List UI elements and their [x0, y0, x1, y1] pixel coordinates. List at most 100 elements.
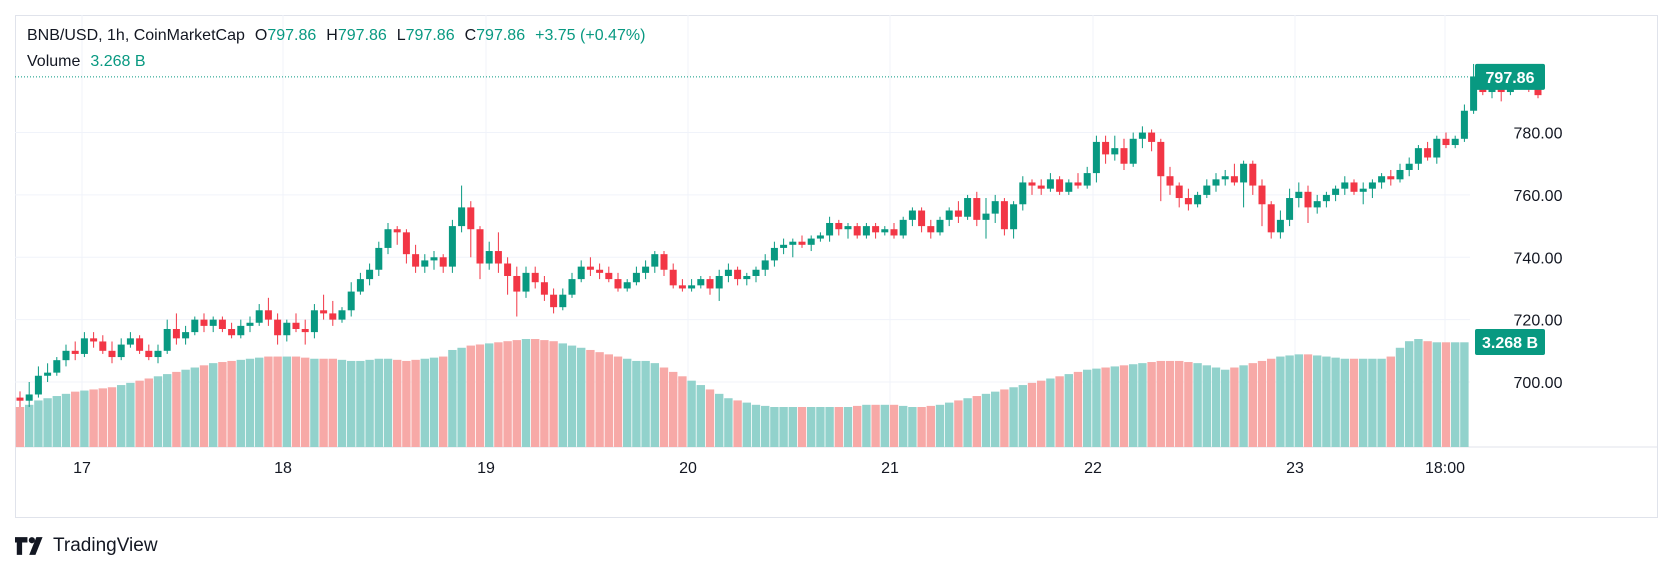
- high-value: 797.86: [337, 27, 387, 44]
- candle-body: [320, 310, 328, 314]
- candle-body: [439, 257, 447, 267]
- volume-bar: [1156, 360, 1165, 447]
- candle-body: [697, 279, 705, 286]
- volume-bar: [190, 367, 199, 447]
- volume-bar: [1359, 358, 1368, 447]
- interval-label: 1h: [107, 27, 125, 44]
- volume-bar: [724, 398, 733, 447]
- volume-bar: [356, 360, 365, 447]
- candle-body: [1019, 182, 1027, 205]
- volume-bar: [374, 358, 383, 447]
- candle-body: [329, 313, 337, 320]
- time-tick-label: 18:00: [1425, 460, 1465, 477]
- candle-body: [1470, 76, 1478, 111]
- volume-bar: [1294, 354, 1303, 447]
- volume-bar: [25, 404, 34, 447]
- candle-body: [1148, 132, 1156, 142]
- volume-bar: [1147, 362, 1156, 447]
- volume-bar: [788, 407, 797, 447]
- candle-body: [44, 372, 52, 376]
- candle-body: [494, 251, 502, 264]
- candle-body: [430, 257, 438, 261]
- candle-body: [807, 238, 815, 245]
- candle-body: [826, 222, 834, 236]
- candle-body: [246, 322, 254, 326]
- volume-bar: [779, 407, 788, 447]
- candle-body: [1304, 191, 1312, 208]
- volume-bar: [475, 344, 485, 447]
- candle-body: [1221, 176, 1229, 180]
- candle-body: [1359, 188, 1367, 192]
- volume-bar: [245, 358, 255, 447]
- volume-bar: [163, 374, 172, 447]
- candle-body: [347, 291, 355, 311]
- volume-bar: [1129, 364, 1138, 447]
- volume-label: Volume: [27, 53, 81, 70]
- volume-bar: [1257, 360, 1267, 447]
- volume-bar: [632, 360, 641, 447]
- brand-name: TradingView: [53, 535, 158, 556]
- volume-bar: [972, 396, 981, 447]
- volume-bar: [328, 358, 337, 447]
- close-value: 797.86: [476, 27, 526, 44]
- candle-body: [789, 241, 797, 245]
- volume-bar: [678, 376, 687, 447]
- candle-body: [1442, 138, 1450, 146]
- candle-body: [1092, 141, 1100, 174]
- volume-bar: [705, 389, 715, 447]
- volume-bar: [1395, 347, 1405, 447]
- candle-body: [310, 310, 318, 333]
- chart-frame[interactable]: [15, 15, 1658, 518]
- candle-body: [255, 310, 263, 323]
- candle-body: [1138, 132, 1146, 139]
- volume-bar: [466, 345, 475, 447]
- candle-body: [651, 254, 659, 267]
- volume-bar: [945, 402, 954, 447]
- candle-body: [982, 213, 990, 220]
- candle-body: [1111, 148, 1119, 155]
- volume-bar: [319, 358, 328, 447]
- candle-body: [338, 310, 346, 320]
- candle-body: [991, 201, 999, 214]
- volume-bar: [52, 396, 61, 447]
- volume-bar: [981, 393, 991, 447]
- candle-body: [283, 322, 291, 336]
- tradingview-brand[interactable]: TradingView: [15, 535, 158, 557]
- candle-body: [632, 272, 640, 283]
- volume-bar: [963, 398, 972, 447]
- source-label: CoinMarketCap: [133, 27, 245, 44]
- candle-body: [918, 210, 926, 227]
- volume-bar: [282, 356, 291, 447]
- candle-body: [1102, 141, 1110, 155]
- candle-body: [1534, 88, 1542, 96]
- volume-bar: [1285, 355, 1294, 447]
- candle-body: [301, 328, 309, 333]
- volume-bar: [393, 359, 402, 447]
- volume-bar: [61, 393, 71, 447]
- volume-bar: [264, 356, 273, 447]
- volume-bar: [613, 356, 623, 447]
- volume-bar: [751, 404, 761, 447]
- candle-body: [274, 319, 282, 336]
- candle-body: [669, 269, 677, 286]
- candle-body: [1046, 179, 1054, 189]
- candle-body: [678, 285, 686, 289]
- volume-bar: [383, 358, 393, 447]
- volume-bar: [1193, 363, 1202, 447]
- volume-bar: [1377, 358, 1386, 447]
- last-price-badge: [1475, 63, 1545, 90]
- candle-body: [559, 294, 567, 308]
- candle-body: [835, 222, 843, 230]
- volume-bar: [567, 345, 577, 447]
- candle-body: [550, 294, 558, 308]
- candle-body: [62, 350, 70, 361]
- candle-body: [688, 285, 696, 289]
- candle-body: [1010, 204, 1018, 230]
- volume-bar: [144, 378, 153, 447]
- volume-bar: [1202, 365, 1211, 447]
- volume-bar: [1110, 366, 1119, 447]
- candle-body: [182, 332, 190, 339]
- volume-bar: [1405, 341, 1414, 447]
- candle-body: [467, 207, 475, 230]
